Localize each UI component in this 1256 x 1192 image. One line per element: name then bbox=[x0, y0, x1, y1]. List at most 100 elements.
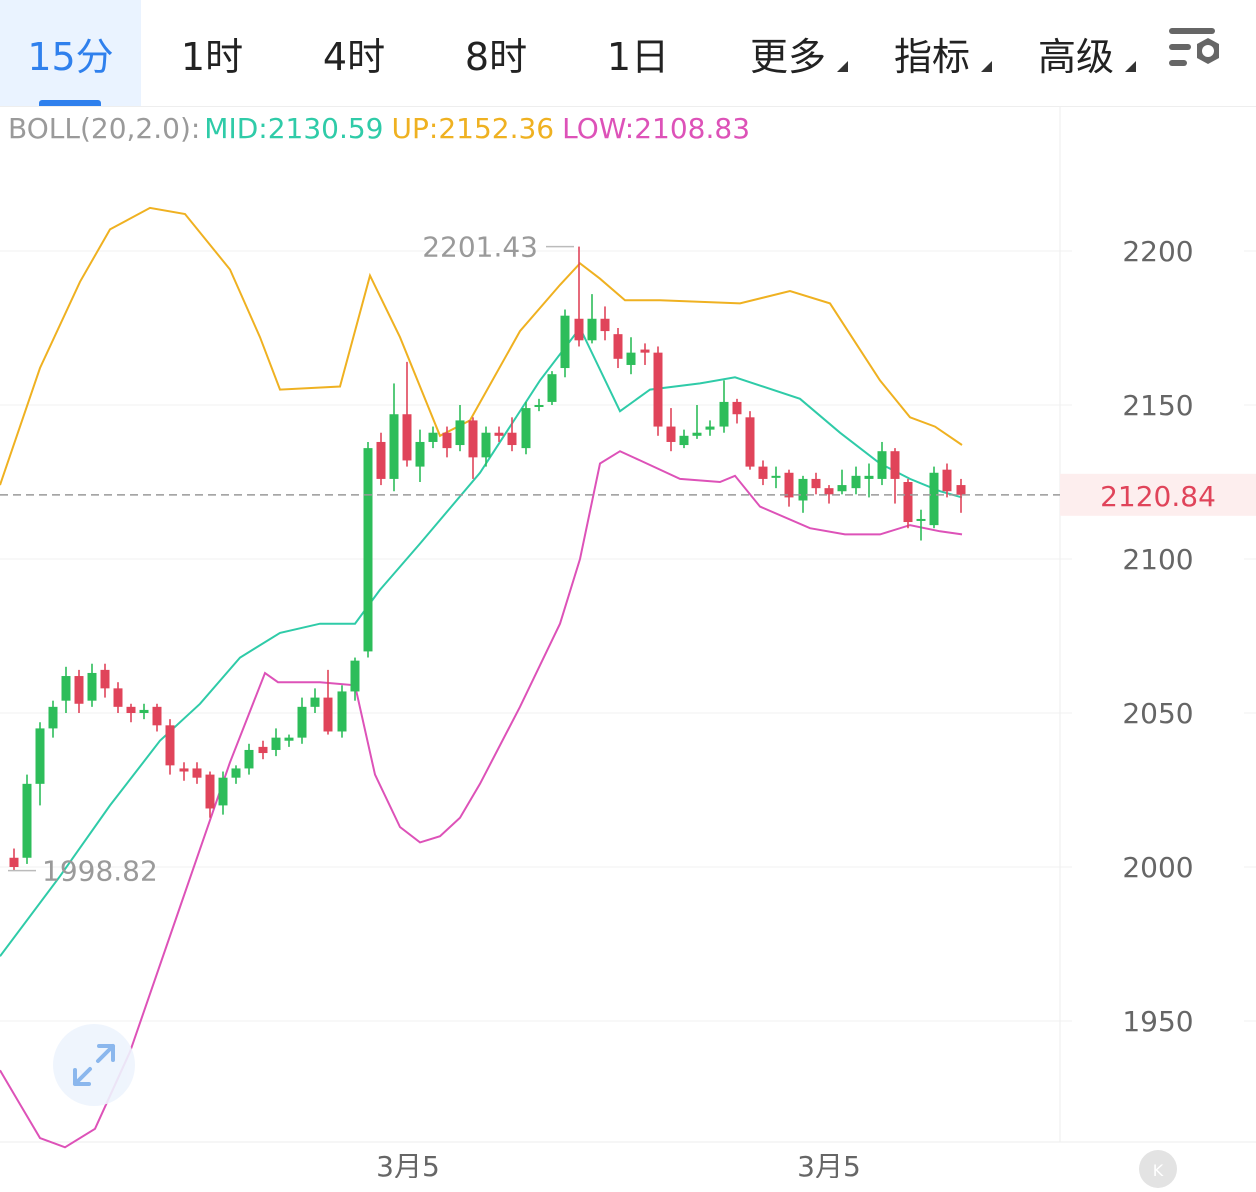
candle-body bbox=[245, 750, 254, 768]
candle-body bbox=[101, 670, 110, 688]
candle-body bbox=[403, 414, 412, 460]
candle-body bbox=[377, 442, 386, 479]
candle-body bbox=[75, 676, 84, 704]
candle-body bbox=[627, 353, 636, 365]
candle-body bbox=[917, 519, 926, 521]
candle-body bbox=[298, 707, 307, 738]
tab-1h[interactable]: 1时 bbox=[141, 0, 283, 106]
tab-1d[interactable]: 1日 bbox=[567, 0, 709, 106]
tab-label: 1时 bbox=[181, 26, 243, 81]
candle-body bbox=[891, 451, 900, 479]
chart-settings-icon[interactable] bbox=[1166, 22, 1228, 78]
candle-body bbox=[311, 698, 320, 707]
candle-body bbox=[852, 476, 861, 488]
current-price-label: 2120.84 bbox=[1100, 480, 1216, 513]
candle-body bbox=[127, 707, 136, 713]
candle-body bbox=[508, 433, 517, 445]
tab-indicators-dropdown[interactable]: 指标 bbox=[874, 0, 990, 106]
candle-body bbox=[114, 688, 123, 706]
candlestick-chart[interactable]: 2200 2150 2100 2050 2000 1950 3月5 3月5 2120.84 220… bbox=[0, 106, 1256, 1178]
candle-body bbox=[904, 482, 913, 522]
candle-body bbox=[943, 470, 952, 492]
candle-body bbox=[23, 784, 32, 858]
tab-more-dropdown[interactable]: 更多 bbox=[730, 0, 846, 106]
candle-body bbox=[456, 420, 465, 445]
candle-body bbox=[746, 417, 755, 466]
candle-body bbox=[482, 433, 491, 458]
tab-label: 更多 bbox=[750, 26, 826, 81]
candle-body bbox=[259, 747, 268, 753]
candle-body bbox=[49, 707, 58, 729]
candle-body bbox=[785, 473, 794, 498]
price-axis-label: 2150 bbox=[1122, 389, 1193, 422]
candle-body bbox=[930, 473, 939, 525]
price-axis-label: 2200 bbox=[1122, 235, 1193, 268]
expand-icon[interactable] bbox=[53, 1024, 135, 1106]
candle-body bbox=[812, 479, 821, 488]
time-axis-label: 3月5 bbox=[797, 1150, 861, 1178]
tab-label: 15分 bbox=[27, 26, 113, 81]
candle-body bbox=[193, 768, 202, 777]
candle-body bbox=[153, 707, 162, 725]
tab-advanced-dropdown[interactable]: 高级 bbox=[1018, 0, 1134, 106]
max-price-marker: 2201.43 bbox=[422, 231, 538, 264]
candle-body bbox=[166, 725, 175, 765]
tab-4h[interactable]: 4时 bbox=[283, 0, 425, 106]
candle-body bbox=[667, 427, 676, 442]
candle-body bbox=[720, 402, 729, 427]
candle-body bbox=[351, 661, 360, 692]
price-axis-label: 1950 bbox=[1122, 1005, 1193, 1038]
boll-lower-band bbox=[0, 451, 962, 1147]
candle-body bbox=[957, 485, 966, 495]
candle-body bbox=[390, 414, 399, 479]
candle-body bbox=[469, 420, 478, 457]
timeframe-tab-bar: 15分 1时 4时 8时 1日 更多 指标 高级 bbox=[0, 0, 1256, 107]
tab-label: 1日 bbox=[607, 26, 669, 81]
candle-body bbox=[140, 710, 149, 713]
candle-body bbox=[416, 442, 425, 467]
tab-label: 高级 bbox=[1038, 26, 1114, 81]
candle-body bbox=[799, 479, 808, 501]
k-line-icon[interactable]: K bbox=[1139, 1150, 1177, 1188]
candle-body bbox=[219, 778, 228, 806]
time-axis-label: 3月5 bbox=[376, 1150, 440, 1178]
candle-body bbox=[495, 433, 504, 436]
candle-body bbox=[641, 350, 650, 353]
tab-8h[interactable]: 8时 bbox=[425, 0, 567, 106]
candle-body bbox=[693, 433, 702, 436]
dropdown-corner-icon bbox=[837, 61, 848, 72]
candle-body bbox=[759, 467, 768, 479]
candle-body bbox=[36, 728, 45, 783]
candle-body bbox=[285, 738, 294, 741]
candle-body bbox=[548, 374, 557, 402]
tab-15min[interactable]: 15分 bbox=[0, 0, 141, 106]
candle-body bbox=[324, 698, 333, 732]
candle-body bbox=[522, 408, 531, 448]
min-price-marker: 1998.82 bbox=[42, 855, 158, 888]
candle-body bbox=[654, 353, 663, 427]
candle-body bbox=[878, 451, 887, 479]
price-axis-label: 2050 bbox=[1122, 697, 1193, 730]
candle-body bbox=[338, 691, 347, 731]
candle-body bbox=[535, 405, 544, 407]
candle-body bbox=[706, 427, 715, 430]
candle-body bbox=[588, 319, 597, 341]
candle-body bbox=[561, 316, 570, 368]
candle-body bbox=[206, 775, 215, 809]
dropdown-corner-icon bbox=[981, 61, 992, 72]
candle-body bbox=[272, 738, 281, 750]
candle-body bbox=[10, 858, 19, 867]
candle-body bbox=[838, 485, 847, 491]
candle-body bbox=[614, 334, 623, 359]
svg-text:K: K bbox=[1153, 1161, 1164, 1180]
candle-body bbox=[429, 433, 438, 442]
candle-body bbox=[180, 768, 189, 771]
candle-body bbox=[865, 476, 874, 479]
candle-body bbox=[88, 673, 97, 701]
candle-body bbox=[443, 433, 452, 448]
candle-body bbox=[364, 448, 373, 651]
dropdown-corner-icon bbox=[1125, 61, 1136, 72]
price-axis-label: 2000 bbox=[1122, 851, 1193, 884]
tab-label: 4时 bbox=[323, 26, 385, 81]
candle-body bbox=[232, 768, 241, 777]
